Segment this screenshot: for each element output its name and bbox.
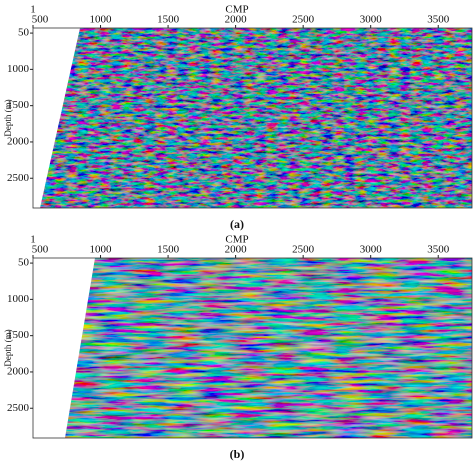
y-tick-label: 2000 [7,365,30,377]
y-tick-label: 50 [18,257,30,269]
x-tick-label: 2500 [292,14,315,26]
y-tick-label: 2000 [7,135,30,147]
y-tick-label: 1500 [7,329,30,341]
x-tick-label: 500 [32,244,49,256]
x-tick-label: 500 [32,14,49,26]
y-tick-label: 50 [18,27,30,39]
y-tick-label: 2500 [7,172,30,184]
x-tick-label: 3000 [360,244,383,256]
x-tick-label: 1500 [157,244,180,256]
x-tick-label: 1000 [90,14,113,26]
y-tick-label: 1500 [7,99,30,111]
seismic-image [33,28,472,208]
y-tick-label: 2500 [7,402,30,414]
plot-frame [32,27,473,209]
y-tick-label: 1000 [7,63,30,75]
seismic-image [33,258,472,438]
x-axis-title: CMP [225,234,248,246]
x-tick-label: 3500 [427,14,450,26]
blank-wedge [33,28,80,208]
x-tick-label: 2000 [225,14,248,26]
x-axis-title: CMP [225,4,248,16]
x-tick-label: 1500 [157,14,180,26]
blank-wedge [33,258,95,438]
corner-label: 1 [30,4,36,16]
x-tick-label: 3500 [427,244,450,256]
y-tick-label: 1000 [7,293,30,305]
caption: (b) [230,447,245,461]
plot-frame [32,257,473,439]
x-tick-label: 2500 [292,244,315,256]
x-tick-label: 1000 [90,244,113,256]
caption: (a) [230,217,244,231]
x-tick-label: 3000 [360,14,383,26]
y-axis-title: Depth (m) [3,99,13,136]
y-axis-title: Depth (m) [3,329,13,366]
corner-label: 1 [30,234,36,246]
x-tick-label: 2000 [225,244,248,256]
